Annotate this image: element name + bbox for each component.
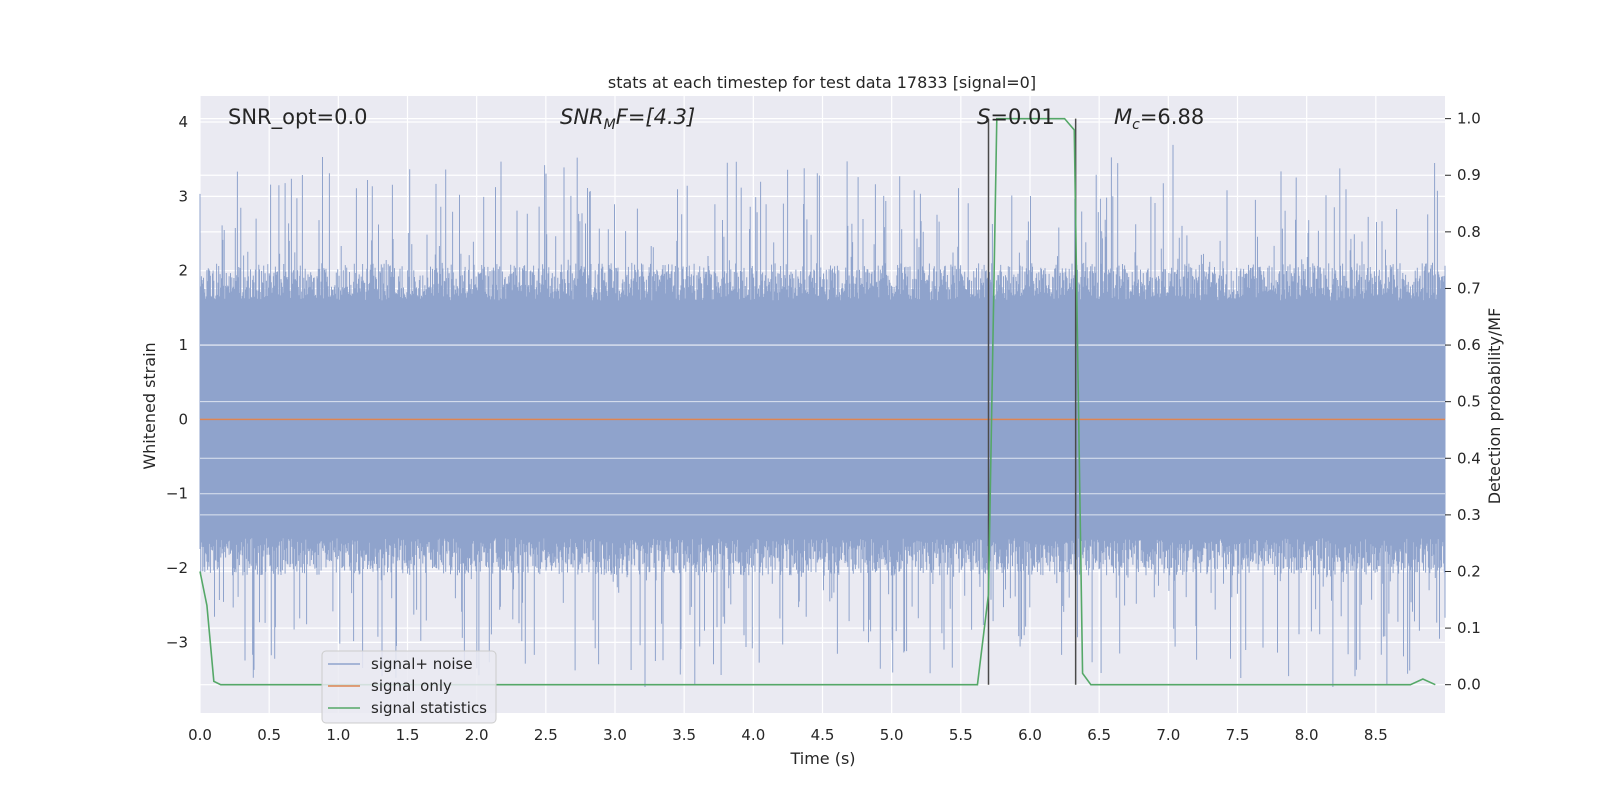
- mc-main: M: [1114, 105, 1132, 129]
- x-tick-label: 6.5: [1087, 726, 1111, 744]
- y-tick-label-left: 1: [178, 336, 188, 354]
- y-tick-label-right: 0.2: [1457, 562, 1481, 580]
- x-tick-label: 3.5: [672, 726, 696, 744]
- x-tick-label: 3.0: [603, 726, 627, 744]
- y-tick-label-right: 1.0: [1457, 110, 1481, 128]
- y-tick-label-right: 0.3: [1457, 506, 1481, 524]
- legend: signal+ noise signal only signal statist…: [321, 650, 497, 724]
- y-axis-label-left: Whitened strain: [140, 342, 159, 469]
- legend-label-signal-statistics: signal statistics: [371, 699, 487, 717]
- x-tick-label: 6.0: [1018, 726, 1042, 744]
- y-tick-label-right: 0.0: [1457, 676, 1481, 694]
- snr-mf-sub: M: [604, 117, 616, 133]
- y-tick-label-right: 0.7: [1457, 279, 1481, 297]
- mc-sub: c: [1132, 117, 1140, 133]
- legend-label-signal-only: signal only: [371, 677, 452, 695]
- y-tick-label-right: 0.1: [1457, 619, 1481, 637]
- x-tick-label: 0.5: [257, 726, 281, 744]
- y-tick-label-left: −3: [166, 633, 188, 651]
- legend-label-signal-noise: signal+ noise: [371, 655, 473, 673]
- snr-mf-main: SNR: [560, 105, 604, 129]
- signal-statistics-line: [199, 117, 1436, 686]
- y-tick-label-left: 0: [178, 410, 188, 428]
- x-tick-label: 4.5: [811, 726, 835, 744]
- x-tick-label: 1.5: [396, 726, 420, 744]
- x-tick-label: 2.5: [534, 726, 558, 744]
- snr-mf-tail: F=[4.3]: [616, 105, 695, 129]
- mc-tail: =6.88: [1140, 105, 1204, 129]
- x-tick-label: 8.0: [1295, 726, 1319, 744]
- x-tick-label: 5.5: [949, 726, 973, 744]
- annotation-s: S=0.01: [977, 105, 1055, 129]
- x-tick-label: 1.0: [326, 726, 350, 744]
- y-tick-label-right: 0.8: [1457, 223, 1481, 241]
- x-tick-label: 0.0: [188, 726, 212, 744]
- y-tick-label-left: 4: [178, 113, 188, 131]
- x-tick-label: 8.5: [1364, 726, 1388, 744]
- legend-box: [321, 650, 497, 724]
- x-tick-label: 2.0: [465, 726, 489, 744]
- y-tick-label-right: 0.6: [1457, 336, 1481, 354]
- x-tick-label: 7.5: [1226, 726, 1250, 744]
- x-tick-label: 4.0: [741, 726, 765, 744]
- annotation-snr-mf: SNRMF=[4.3]: [560, 105, 695, 133]
- x-tick-label: 7.0: [1156, 726, 1180, 744]
- y-tick-label-left: 2: [178, 262, 188, 280]
- chart-title: stats at each timestep for test data 178…: [608, 73, 1036, 92]
- y-tick-label-right: 0.5: [1457, 393, 1481, 411]
- y-tick-label-left: −2: [166, 559, 188, 577]
- y-tick-label-left: 3: [178, 187, 188, 205]
- x-axis-label: Time (s): [789, 749, 855, 768]
- annotation-snr-opt: SNR_opt=0.0: [228, 105, 368, 130]
- y-tick-label-right: 0.4: [1457, 449, 1481, 467]
- y-tick-label-left: −1: [166, 485, 188, 503]
- x-tick-label: 5.0: [880, 726, 904, 744]
- s-main: S: [977, 105, 990, 129]
- y-axis-label-right: Detection probability/MF: [1485, 308, 1504, 505]
- annotation-mc: Mc=6.88: [1114, 105, 1204, 133]
- y-tick-label-right: 0.9: [1457, 166, 1481, 184]
- s-tail: =0.01: [990, 105, 1054, 129]
